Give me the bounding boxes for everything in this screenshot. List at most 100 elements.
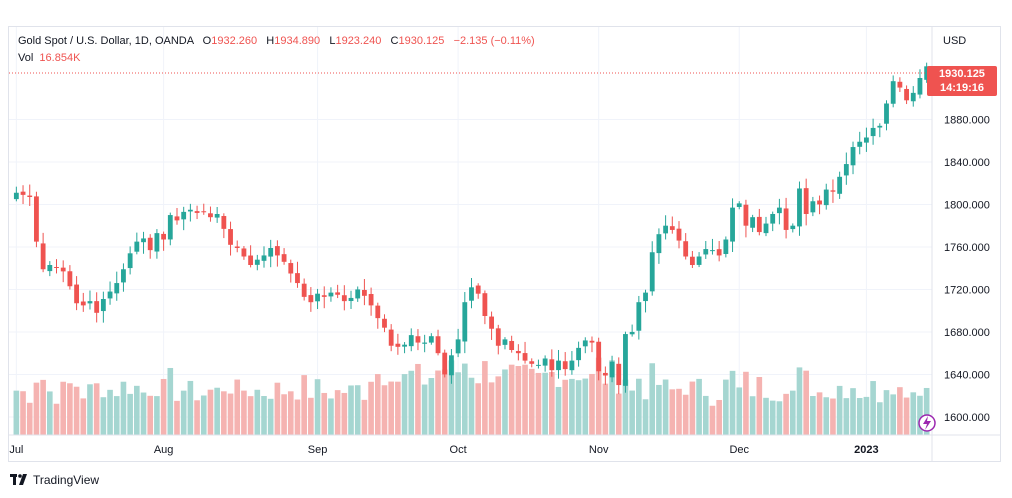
candle-body (790, 225, 796, 230)
volume-bar (247, 396, 254, 435)
volume-bar (495, 376, 502, 435)
volume-bar (897, 387, 903, 435)
volume-bar (776, 401, 783, 435)
chart-frame (8, 26, 1001, 462)
volume-bar (134, 385, 140, 435)
last-price-value: 1930.125 (939, 68, 985, 80)
candle-body (723, 239, 729, 254)
tradingview-logo-icon (10, 474, 27, 485)
y-tick-label: 1640.000 (944, 369, 990, 381)
candle-body (669, 226, 675, 230)
volume-bar (241, 390, 247, 435)
candle-body (74, 284, 79, 304)
y-tick-label: 1600.000 (944, 412, 990, 424)
volume-bar (515, 366, 522, 435)
tradingview-footer[interactable]: TradingView (10, 473, 99, 487)
volume-bar (73, 386, 80, 435)
open-value: 1932.260 (211, 35, 258, 47)
candle-body (542, 358, 548, 366)
candle-body (556, 360, 561, 371)
symbol-title[interactable]: Gold Spot / U.S. Dollar, 1D, OANDA (18, 35, 194, 47)
volume-bar (769, 400, 776, 435)
volume-bar (555, 386, 562, 435)
candle-body (864, 137, 869, 143)
volume-bar (749, 396, 756, 435)
candle-body (442, 352, 448, 375)
volume-bar (80, 398, 87, 435)
volume-bar (13, 390, 20, 435)
volume-bar (702, 395, 709, 435)
x-tick-label: Nov (589, 444, 609, 456)
volume-bar (488, 382, 495, 435)
volume-bar (435, 370, 441, 435)
volume-bar (615, 393, 622, 435)
candle-body (482, 293, 488, 316)
volume-bar (147, 395, 154, 435)
candle-body (783, 208, 789, 230)
volume-bar (368, 381, 374, 435)
candle-body (797, 188, 802, 227)
volume-bar (408, 370, 415, 435)
volume-bar (261, 396, 267, 435)
candle-body (301, 283, 307, 297)
candle-body (830, 190, 836, 192)
candle-body (763, 223, 769, 234)
volume-bar (716, 399, 722, 435)
candle-body (750, 217, 756, 228)
candle-body (422, 342, 428, 344)
candle-body (529, 361, 535, 364)
volume-bar (850, 388, 856, 435)
candle-body (890, 81, 896, 104)
volume-bar (803, 370, 809, 435)
volume-bar (823, 397, 830, 435)
candle-body (663, 225, 669, 234)
candle-body (924, 66, 930, 80)
candle-body (643, 292, 648, 302)
candle-body (917, 78, 923, 95)
close-label: C (390, 35, 399, 47)
volume-bar (475, 383, 482, 435)
volume-bar (180, 390, 187, 435)
volume-bar (763, 397, 769, 435)
y-tick-label: 1840.000 (944, 157, 990, 169)
volume-bar (642, 399, 649, 435)
currency-label[interactable]: USD (943, 35, 967, 47)
candle-body (121, 269, 126, 283)
volume-bar (361, 399, 368, 435)
candle-body (161, 233, 167, 240)
footer-brand[interactable]: TradingView (33, 473, 100, 487)
candle-body (629, 331, 635, 335)
candle-body (134, 241, 140, 252)
candle-body (710, 250, 715, 252)
candle-body (375, 305, 381, 319)
candle-body (515, 351, 521, 354)
volume-bar (374, 374, 381, 435)
volume-bar (468, 377, 475, 435)
candle-body (843, 164, 849, 176)
volume-bar (783, 393, 789, 435)
candle-body (228, 229, 233, 245)
candle-body (736, 203, 742, 207)
candle-body (502, 339, 508, 345)
candle-body (636, 302, 642, 331)
candle-body (13, 192, 19, 200)
candle-body (174, 216, 180, 221)
candle-body (562, 361, 568, 370)
volume-bar (194, 400, 200, 435)
volume-bar (656, 384, 662, 435)
volume-bar (870, 381, 876, 435)
volume-bar (441, 369, 448, 435)
candle-body (181, 211, 187, 220)
volume-bar (174, 400, 180, 435)
volume-bar (140, 392, 147, 435)
volume-bar (743, 371, 749, 435)
candle-body (295, 273, 300, 284)
volume-bar (723, 379, 729, 435)
volume-bar (26, 402, 33, 435)
y-tick-label: 1760.000 (944, 242, 990, 254)
volume-bar (582, 378, 589, 435)
volume-bar (395, 381, 401, 435)
volume-bar (549, 371, 555, 435)
volume-bar (214, 387, 220, 435)
